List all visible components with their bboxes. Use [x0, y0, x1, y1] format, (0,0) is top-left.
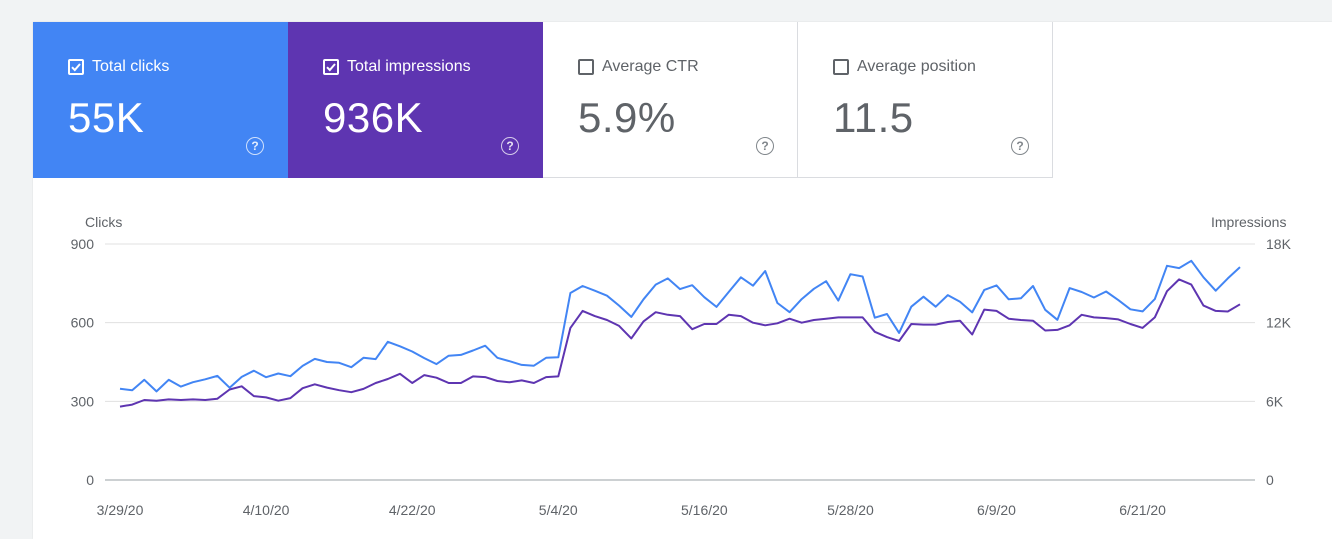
- average-ctr-label: Average CTR: [602, 58, 699, 75]
- total-impressions-checkbox-icon[interactable]: [323, 59, 339, 75]
- help-icon[interactable]: ?: [501, 137, 519, 155]
- x-axis-tick-label: 5/28/20: [827, 502, 874, 518]
- left-axis-tick-label: 900: [71, 236, 95, 252]
- average-position-tile[interactable]: Average position 11.5 ?: [798, 22, 1053, 178]
- average-ctr-value: 5.9%: [578, 94, 676, 141]
- x-axis-tick-label: 4/10/20: [243, 502, 290, 518]
- right-axis-tick-label: 12K: [1266, 315, 1292, 331]
- left-axis-tick-label: 300: [71, 393, 95, 409]
- total-clicks-tile[interactable]: Total clicks 55K ?: [33, 22, 288, 178]
- help-icon[interactable]: ?: [1011, 137, 1029, 155]
- x-axis-tick-label: 4/22/20: [389, 502, 436, 518]
- right-axis-tick-label: 0: [1266, 472, 1274, 488]
- x-axis-tick-label: 5/4/20: [539, 502, 578, 518]
- left-axis-title: Clicks: [85, 214, 123, 230]
- left-axis-tick-label: 600: [71, 315, 95, 331]
- average-position-value: 11.5: [833, 94, 914, 141]
- impressions-series-line: [119, 278, 1241, 408]
- total-impressions-header: Total impressions: [323, 58, 471, 76]
- total-clicks-value: 55K: [68, 94, 145, 141]
- help-icon[interactable]: ?: [756, 137, 774, 155]
- average-ctr-checkbox-icon[interactable]: [578, 59, 594, 75]
- total-clicks-checkbox-icon[interactable]: [68, 59, 84, 75]
- x-axis-tick-label: 6/9/20: [977, 502, 1016, 518]
- average-ctr-header: Average CTR: [578, 58, 699, 76]
- clicks-series-line: [119, 259, 1241, 393]
- x-axis-tick-label: 3/29/20: [97, 502, 144, 518]
- average-position-checkbox-icon[interactable]: [833, 59, 849, 75]
- total-clicks-label: Total clicks: [92, 58, 170, 75]
- right-axis-title: Impressions: [1211, 214, 1287, 230]
- total-impressions-tile[interactable]: Total impressions 936K ?: [288, 22, 543, 178]
- right-axis-tick-label: 18K: [1266, 236, 1292, 252]
- performance-card: Total clicks 55K ? Total impressions 936…: [33, 22, 1332, 539]
- total-impressions-value: 936K: [323, 94, 424, 141]
- left-axis-tick-label: 0: [86, 472, 94, 488]
- right-axis-tick-label: 6K: [1266, 393, 1284, 409]
- x-axis-tick-label: 6/21/20: [1119, 502, 1166, 518]
- average-ctr-tile[interactable]: Average CTR 5.9% ?: [543, 22, 798, 178]
- help-icon[interactable]: ?: [246, 137, 264, 155]
- average-position-label: Average position: [857, 58, 976, 75]
- x-axis-tick-label: 5/16/20: [681, 502, 728, 518]
- metric-tiles: Total clicks 55K ? Total impressions 936…: [33, 22, 1053, 178]
- total-clicks-header: Total clicks: [68, 58, 169, 76]
- average-position-header: Average position: [833, 58, 976, 76]
- total-impressions-label: Total impressions: [347, 58, 471, 75]
